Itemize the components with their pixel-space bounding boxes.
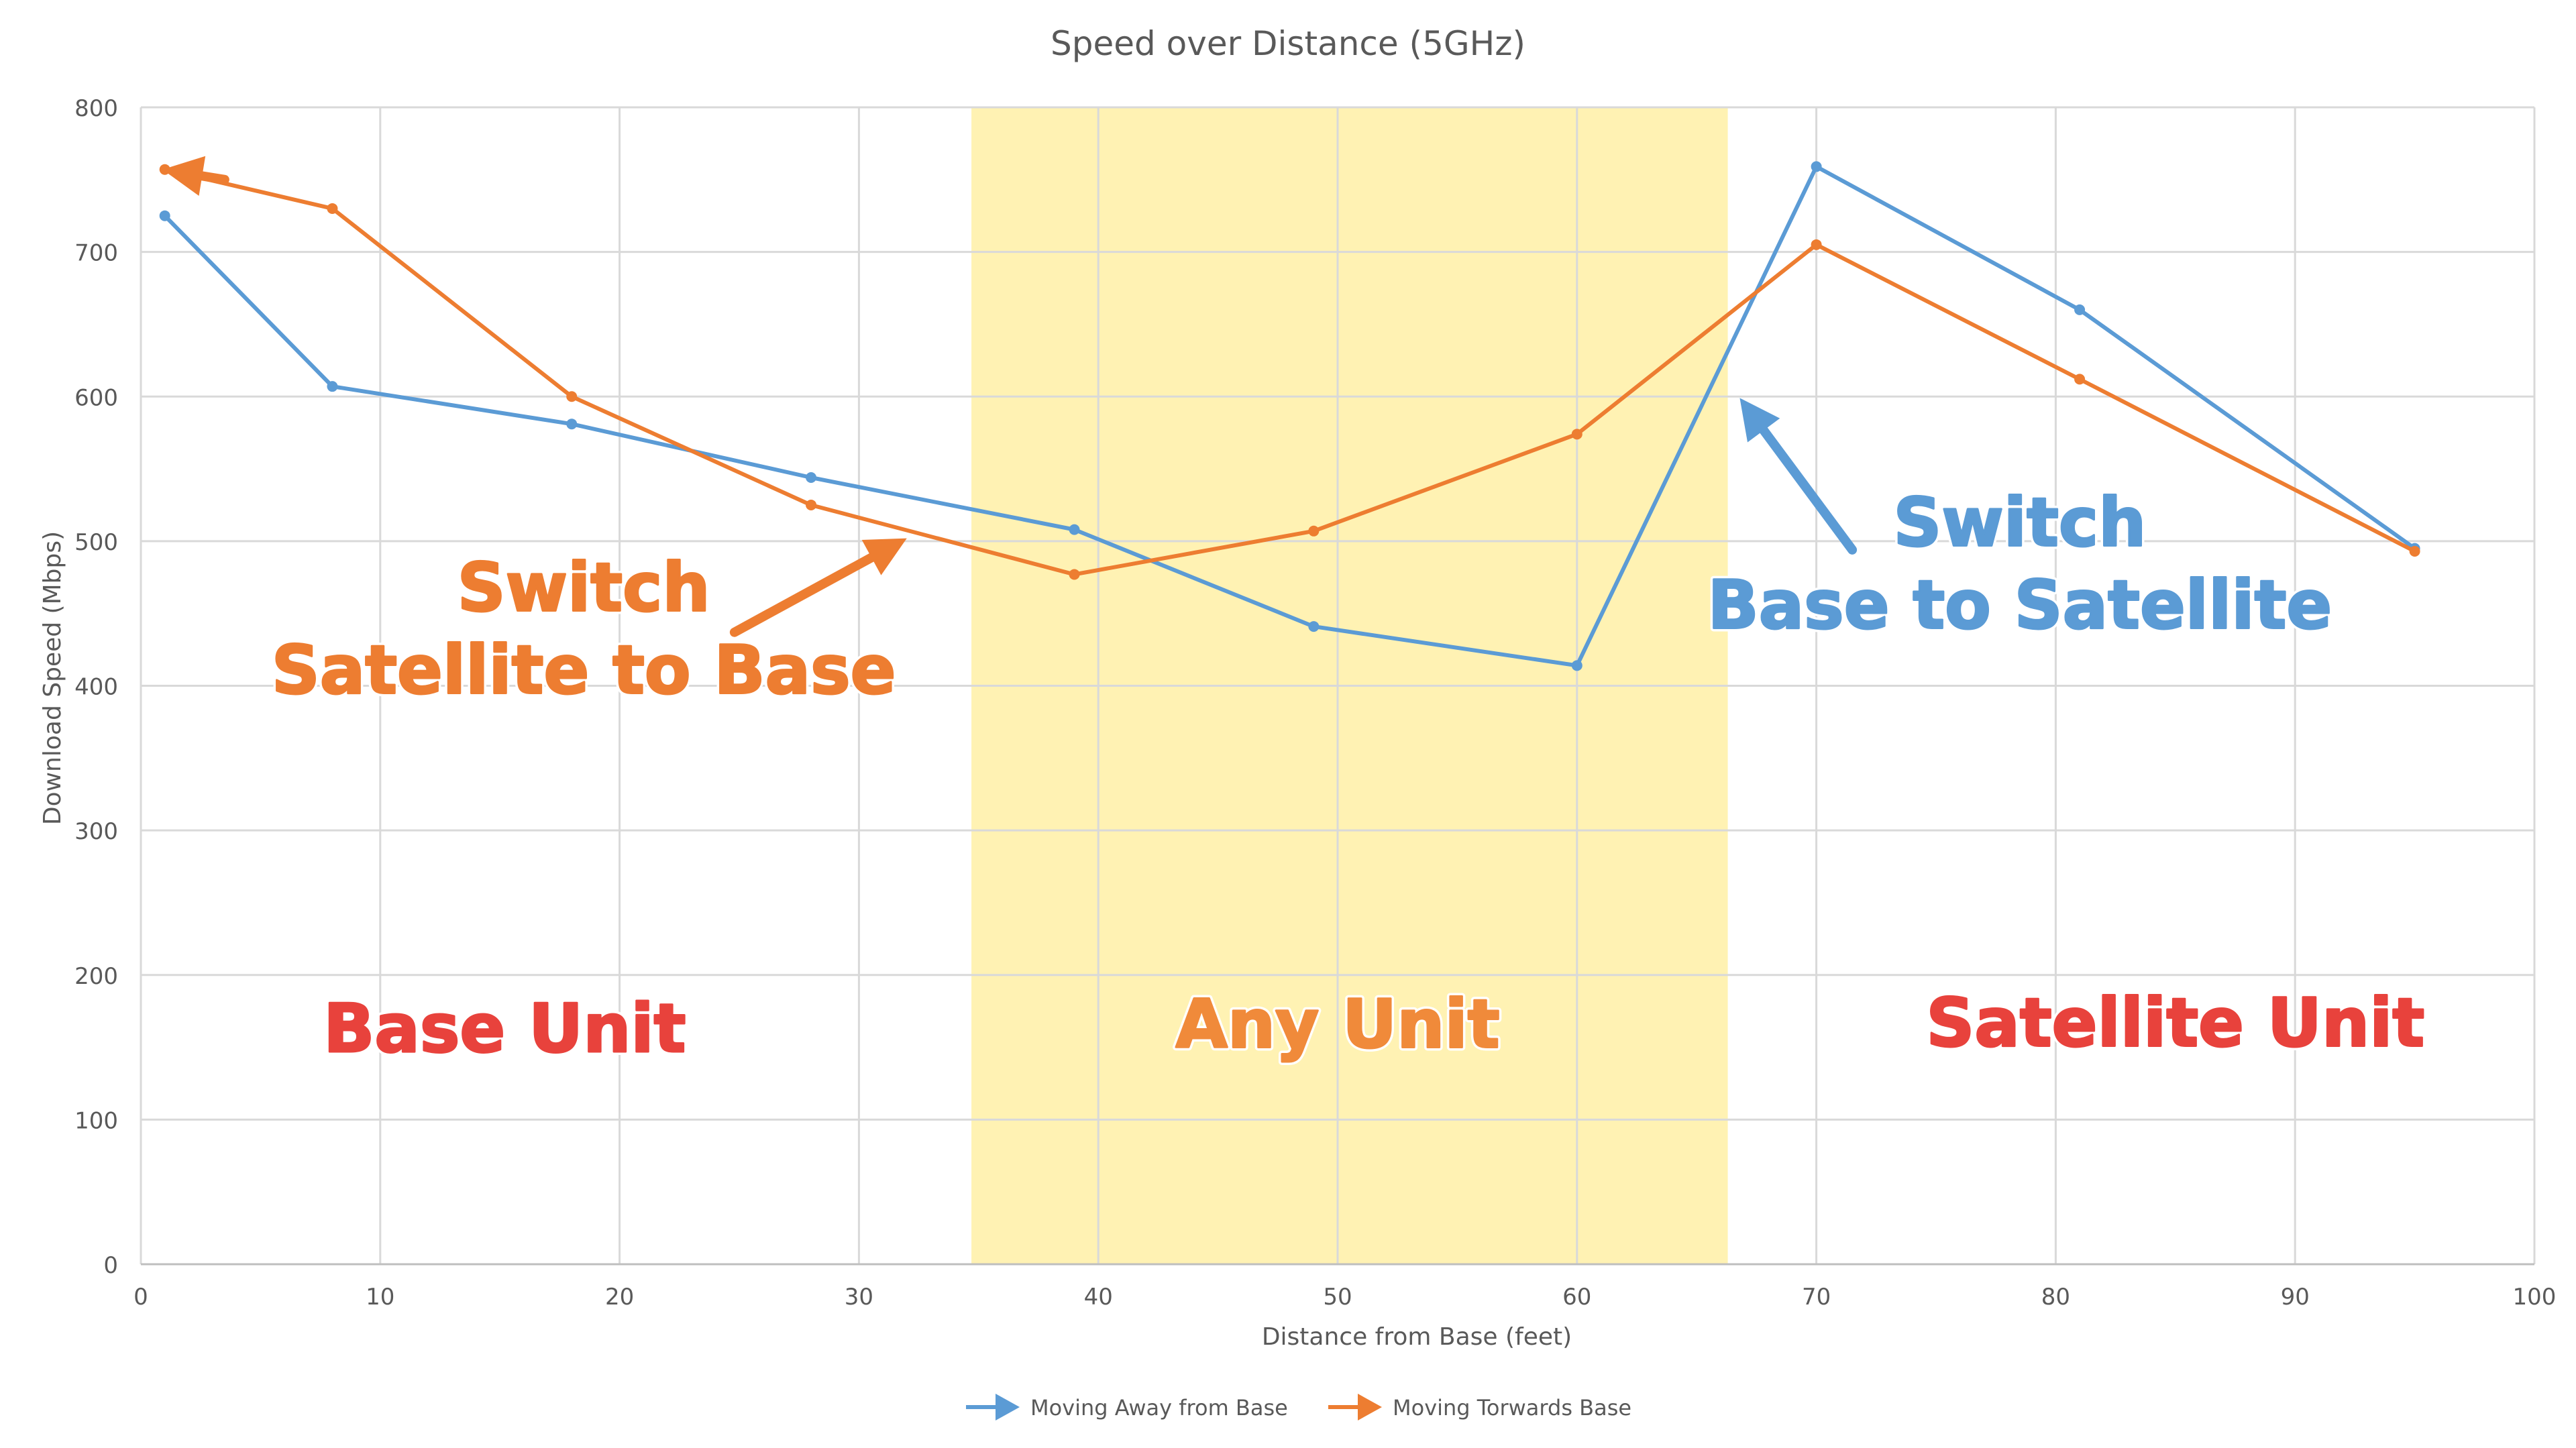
annotation-arrowhead <box>162 156 206 196</box>
legend-marker <box>996 1394 1020 1421</box>
data-point <box>1308 525 1320 537</box>
annotation-outline-switch-base-to-sat-2: Base to Satellite <box>1707 565 2332 644</box>
y-tick-label: 0 <box>103 1252 118 1279</box>
data-point <box>327 203 338 214</box>
annotation-arrowhead <box>1739 398 1780 443</box>
y-tick-label: 300 <box>74 818 118 845</box>
annotation-switch-sat-to-base-1: Switch <box>458 548 710 626</box>
y-tick-label: 100 <box>74 1107 118 1134</box>
annotation-arrow <box>197 171 229 184</box>
annotation-arrow <box>729 553 877 637</box>
x-tick-label: 20 <box>605 1284 634 1311</box>
annotation-arrowhead <box>861 538 907 575</box>
data-point <box>1811 161 1822 172</box>
x-tick-label: 30 <box>845 1284 873 1311</box>
data-point <box>566 391 578 402</box>
annotation-outline-any-unit: Any Unit <box>1175 985 1499 1064</box>
data-point <box>1308 621 1320 632</box>
data-point <box>327 381 338 392</box>
data-point <box>1069 524 1080 535</box>
data-point <box>806 472 817 483</box>
data-point <box>2074 374 2086 385</box>
annotation-outline-switch-sat-to-base-2: Satellite to Base <box>272 630 896 709</box>
y-tick-label: 500 <box>74 529 118 556</box>
annotation-outline-satellite-unit: Satellite Unit <box>1926 983 2424 1062</box>
data-point <box>1811 239 1822 250</box>
legend-entry: Moving Torwards Base <box>1393 1395 1631 1421</box>
annotation-switch-sat-to-base-2: Satellite to Base <box>272 630 896 709</box>
x-tick-label: 40 <box>1084 1284 1113 1311</box>
y-tick-label: 200 <box>74 963 118 990</box>
series-line <box>162 167 2417 577</box>
annotation-switch-base-to-sat-1: Switch <box>1893 483 2146 561</box>
y-tick-label: 700 <box>74 240 118 267</box>
x-axis-label: Distance from Base (feet) <box>1262 1323 1572 1351</box>
x-tick-label: 70 <box>1802 1284 1831 1311</box>
annotation-satellite-unit: Satellite Unit <box>1926 983 2424 1062</box>
data-point <box>159 210 170 221</box>
legend-marker <box>1358 1394 1382 1421</box>
series-line <box>162 164 2417 668</box>
data-point <box>566 419 578 430</box>
annotation-arrow <box>1759 425 1858 555</box>
y-tick-label: 800 <box>74 95 118 122</box>
x-tick-label: 50 <box>1323 1284 1352 1311</box>
data-point <box>806 499 817 510</box>
annotation-outline-switch-base-to-sat-1: Switch <box>1893 483 2146 561</box>
legend: Moving Away from Base Moving Torwards Bas… <box>966 1394 1631 1421</box>
annotation-any-unit: Any Unit <box>1175 985 1499 1064</box>
x-tick-label: 80 <box>2041 1284 2070 1311</box>
x-tick-label: 0 <box>133 1284 148 1311</box>
x-tick-label: 100 <box>2513 1284 2557 1311</box>
data-point <box>1571 660 1582 671</box>
chart-title: Speed over Distance (5GHz) <box>1051 24 1525 63</box>
y-axis-label: Download Speed (Mbps) <box>39 531 66 825</box>
legend-entry: Moving Away from Base <box>1030 1395 1288 1421</box>
data-point <box>2409 545 2420 557</box>
data-point <box>1571 429 1582 440</box>
data-point <box>2074 304 2086 315</box>
data-point <box>1069 569 1080 580</box>
annotation-outline-base-unit: Base Unit <box>323 989 686 1068</box>
x-tick-label: 90 <box>2281 1284 2310 1311</box>
annotation-switch-base-to-sat-2: Base to Satellite <box>1707 565 2332 644</box>
y-tick-label: 400 <box>74 674 118 701</box>
x-tick-label: 10 <box>366 1284 394 1311</box>
x-tick-label: 60 <box>1562 1284 1591 1311</box>
y-tick-label: 600 <box>74 384 118 411</box>
annotation-base-unit: Base Unit <box>323 989 686 1068</box>
annotation-outline-switch-sat-to-base-1: Switch <box>458 548 710 626</box>
